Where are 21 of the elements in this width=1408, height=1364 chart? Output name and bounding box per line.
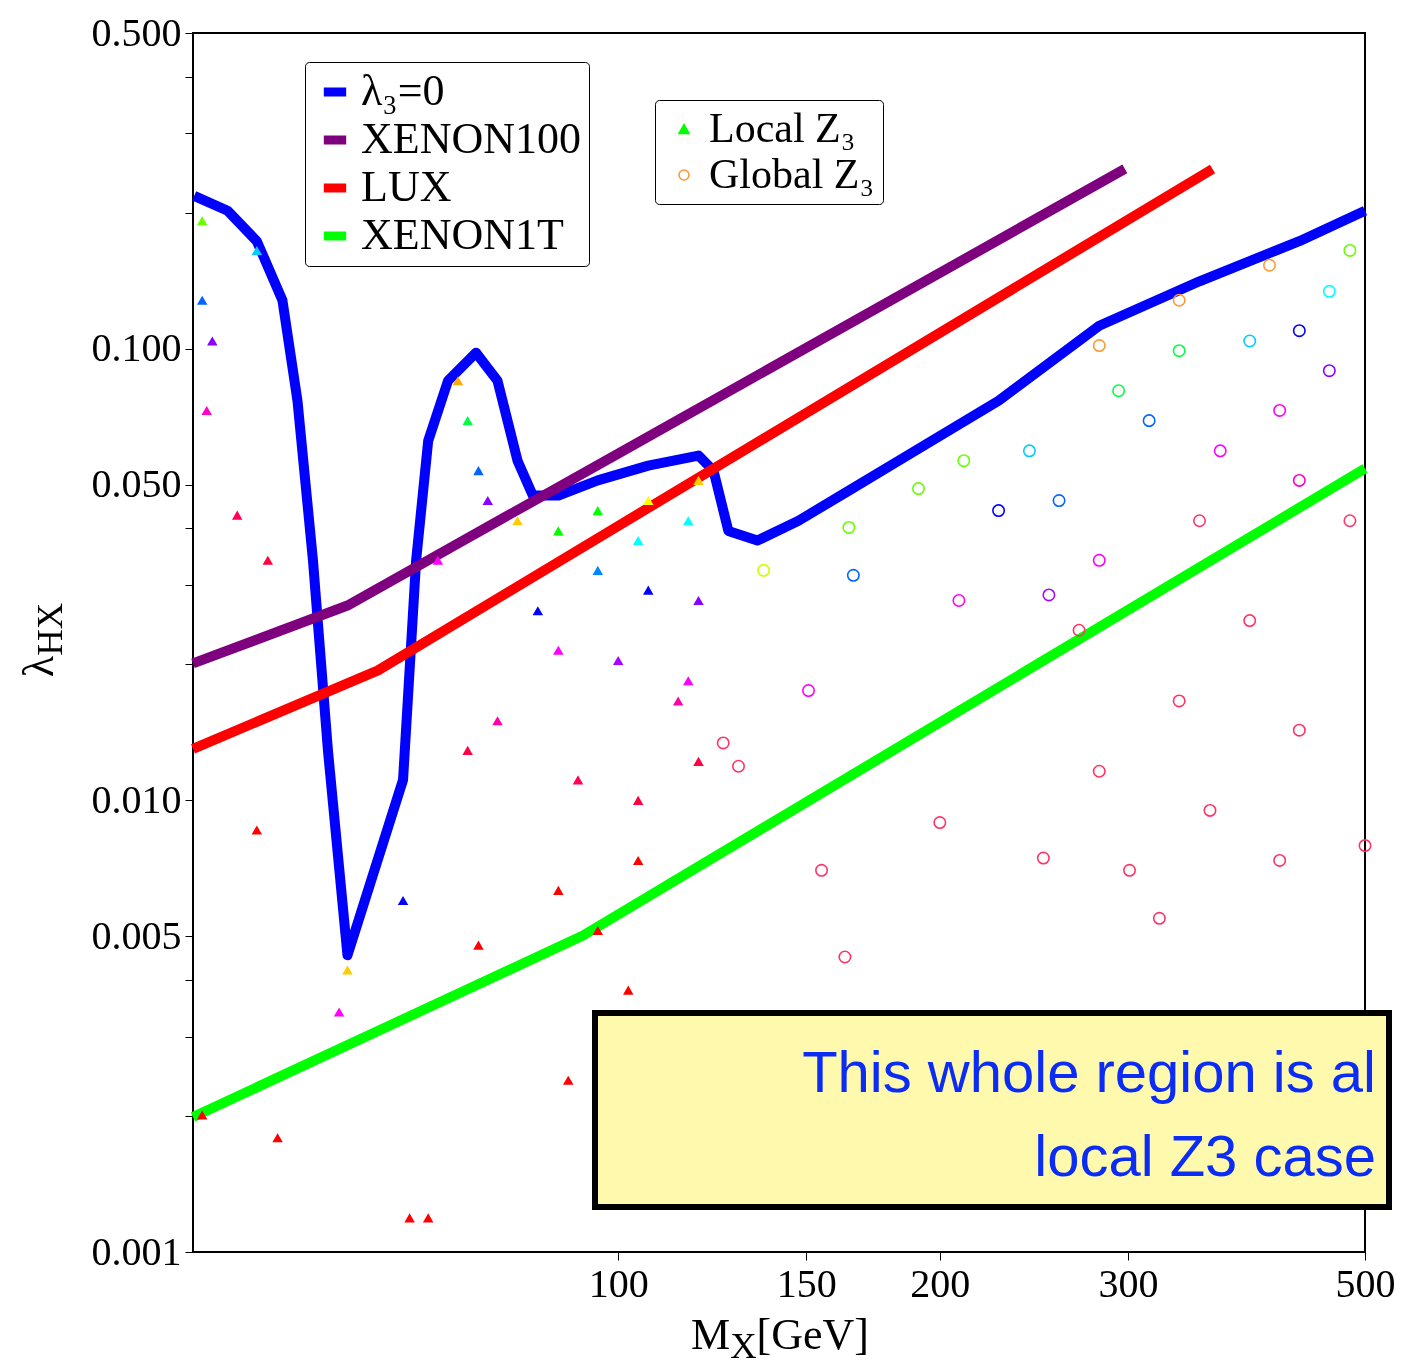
legend-label: Global Z₃ [709,151,875,197]
legend-label: XENON100 [361,114,581,163]
legend-label: Local Z₃ [709,105,856,151]
y-tick-label: 0.050 [91,461,182,507]
y-tick-label: 0.005 [91,912,182,958]
y-tick-label: 0.001 [91,1228,182,1274]
annotation: This whole region is al [801,1038,1376,1106]
legend-label: XENON1T [361,210,564,259]
x-tick-label: 100 [588,1260,649,1306]
x-axis-title: M$_{X}$[GeV] [691,1308,869,1364]
x-tick-label: 500 [1335,1260,1396,1306]
y-tick-label: 0.100 [91,325,182,371]
x-tick-label: 300 [1098,1260,1159,1306]
x-tick-label: 150 [776,1260,837,1306]
legend-label: LUX [361,162,452,211]
note-box: This whole region is al local Z3 case [592,1010,1392,1210]
y-tick-label: 0.010 [91,776,182,822]
annotation: local Z3 case [1033,1122,1376,1190]
y-tick-label: 0.500 [91,9,182,55]
x-tick-label: 200 [910,1260,971,1306]
legend-label: λ₃=0 [361,66,445,115]
